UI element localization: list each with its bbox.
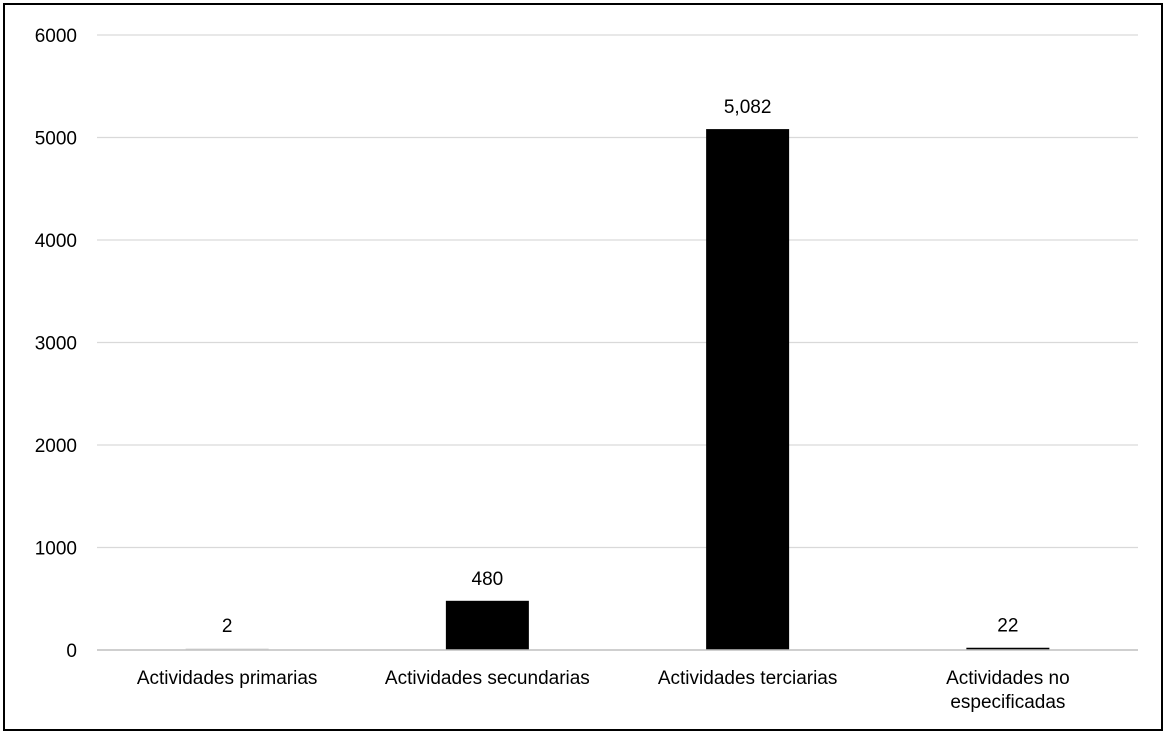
data-labels: 2 480 5,082 22 [222, 97, 1019, 637]
y-tick-labels: 0 1000 2000 3000 4000 5000 6000 [35, 26, 77, 662]
bars [185, 129, 1050, 651]
bar-chart: 0 1000 2000 3000 4000 5000 6000 Actividades pr… [35, 26, 1138, 713]
y-tick-label: 4000 [35, 231, 77, 252]
bar [445, 600, 529, 650]
data-label: 480 [472, 569, 504, 590]
y-tick-label: 3000 [35, 334, 77, 355]
category-label-line: Actividades primarias [137, 668, 318, 689]
category-label: Actividades primarias [137, 668, 318, 689]
category-label: Actividades no especificadas [946, 668, 1070, 713]
y-tick-label: 1000 [35, 539, 77, 560]
category-label-line: Actividades no [946, 668, 1070, 689]
data-label: 22 [997, 616, 1018, 637]
category-labels: Actividades primarias Actividades secunda… [137, 668, 1070, 713]
chart-frame: 0 1000 2000 3000 4000 5000 6000 Actividades pr… [3, 3, 1163, 731]
y-tick-label: 0 [66, 641, 77, 662]
data-label: 5,082 [724, 97, 772, 118]
category-label: Actividades secundarias [385, 668, 590, 689]
gridlines [97, 34, 1138, 549]
category-label-line: especificadas [950, 692, 1065, 713]
category-label-line: Actividades terciarias [658, 668, 838, 689]
y-tick-label: 6000 [35, 26, 77, 47]
y-tick-label: 5000 [35, 129, 77, 150]
category-label-line: Actividades secundarias [385, 668, 590, 689]
bar [966, 647, 1050, 650]
bar [706, 129, 790, 651]
category-label: Actividades terciarias [658, 668, 838, 689]
data-label: 2 [222, 616, 233, 637]
y-tick-label: 2000 [35, 436, 77, 457]
